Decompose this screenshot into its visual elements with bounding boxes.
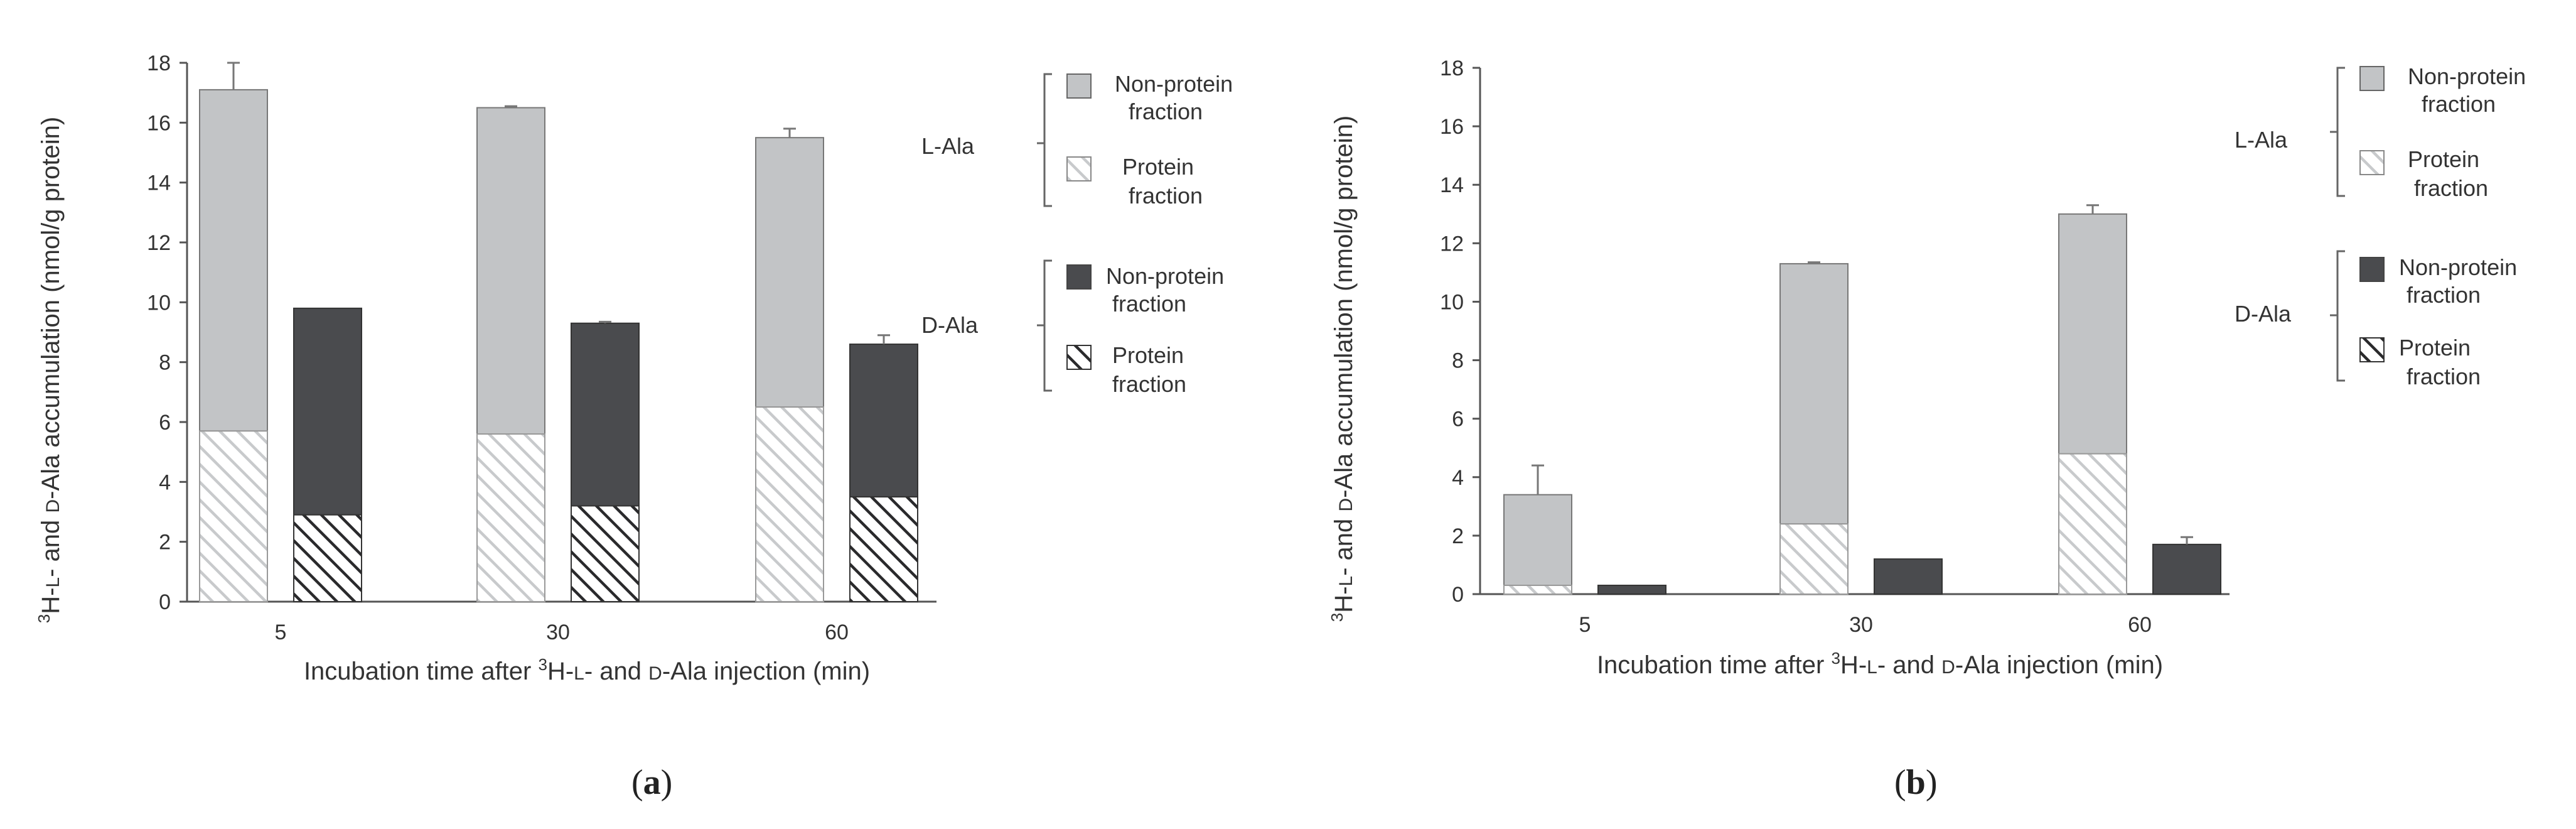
- bar-b-5-l-nonprotein: [1503, 494, 1572, 587]
- bar-b-60-l-protein: [2058, 453, 2127, 595]
- y-tick-label-b-4: 4: [1452, 466, 1464, 490]
- x-axis-title-a: Incubation time after 3H-L- and D-Ala in…: [304, 655, 870, 685]
- x-tick-label-b-60: 60: [2128, 613, 2152, 637]
- bar-b-60-d-nonprotein: [2152, 543, 2221, 595]
- y-tick-label-a-12: 12: [147, 231, 171, 255]
- bar-b-30-l-protein: [1779, 523, 1849, 595]
- x-tick-label-a-30: 30: [546, 620, 570, 644]
- legend-b-d-nonprotein-line2: fraction: [2407, 282, 2481, 308]
- x-tick-label-a-5: 5: [275, 620, 287, 644]
- y-tick-label-a-14: 14: [147, 171, 171, 195]
- bar-a-30-l-nonprotein: [476, 107, 545, 435]
- legend-a-swatch-d-protein: [1066, 345, 1092, 370]
- y-tick-label-b-10: 10: [1440, 290, 1464, 314]
- y-tick-label-a-0: 0: [159, 590, 171, 614]
- legend-a-swatch-l-nonprotein: [1066, 73, 1092, 99]
- y-tick-label-b-16: 16: [1440, 115, 1464, 139]
- y-tick-label-b-6: 6: [1452, 408, 1464, 431]
- legend-a-d-nonprotein-line2: fraction: [1112, 291, 1186, 317]
- legend-b-swatch-d-nonprotein: [2359, 257, 2385, 282]
- y-tick-label-b-0: 0: [1452, 583, 1464, 607]
- legend-a-swatch-l-protein: [1066, 156, 1092, 182]
- y-tick-label-a-4: 4: [159, 470, 171, 494]
- x-tick-label-b-30: 30: [1849, 613, 1873, 637]
- x-axis-title-b: Incubation time after 3H-L- and D-Ala in…: [1597, 649, 2163, 679]
- bar-a-5-l-protein: [199, 430, 268, 602]
- bar-b-5-d-nonprotein: [1597, 585, 1666, 595]
- legend-a-l-nonprotein-line2: fraction: [1129, 99, 1203, 124]
- bar-b-30-d-nonprotein: [1874, 558, 1943, 595]
- y-tick-label-b-8: 8: [1452, 349, 1464, 373]
- chart-panel-b: 0 2 4 6 8 10 12 14 16 18 5 30 60 Incubation time afte…: [1328, 57, 2230, 679]
- legend-a: L-Ala Non-protein fraction Protein fract…: [921, 71, 1233, 397]
- legend-a-bracket-l: [1037, 73, 1052, 207]
- legend-b-swatch-l-protein: [2359, 150, 2385, 175]
- legend-b-bracket-d: [2330, 250, 2345, 382]
- y-tick-label-a-8: 8: [159, 351, 171, 375]
- legend-b-group-l-ala: L-Ala: [2235, 127, 2288, 153]
- bar-a-30-d-nonprotein: [571, 322, 640, 507]
- legend-a-group-l-ala: L-Ala: [921, 133, 975, 159]
- legend-b-l-nonprotein-line2: fraction: [2422, 91, 2496, 117]
- legend-a-l-protein-line1: Protein: [1122, 154, 1194, 180]
- chart-panel-a: 0 2 4 6 8 10 12 14 16 18 5 30 60 Incubation time afte…: [35, 51, 936, 685]
- y-tick-label-a-16: 16: [147, 111, 171, 135]
- bar-a-60-d-protein: [849, 496, 918, 603]
- bar-a-30-d-protein: [571, 505, 640, 603]
- panel-label-b: (b): [1894, 763, 1937, 802]
- legend-b-l-nonprotein-line1: Non-protein: [2408, 63, 2526, 89]
- legend-b-l-protein-line1: Protein: [2408, 146, 2479, 172]
- bar-a-60-l-nonprotein: [755, 137, 824, 408]
- y-tick-label-a-2: 2: [159, 531, 171, 555]
- bar-a-5-d-nonprotein: [293, 307, 362, 516]
- bar-a-60-l-protein: [755, 406, 824, 603]
- legend-b-d-protein-line2: fraction: [2407, 364, 2481, 389]
- x-tick-label-a-60: 60: [825, 620, 849, 644]
- y-axis-title-b: 3H-L- and D-Ala accumulation (nmol/g pro…: [1328, 116, 1358, 622]
- y-tick-label-b-18: 18: [1440, 57, 1464, 80]
- legend-b-group-d-ala: D-Ala: [2235, 301, 2292, 327]
- bar-a-30-l-protein: [476, 433, 545, 602]
- legend-b-d-nonprotein-line1: Non-protein: [2399, 254, 2517, 280]
- legend-b-l-protein-line2: fraction: [2414, 175, 2488, 201]
- y-axis-title-a: 3H-L- and D-Ala accumulation (nmol/g pro…: [35, 117, 65, 624]
- y-tick-label-b-14: 14: [1440, 173, 1464, 197]
- y-tick-label-a-10: 10: [147, 291, 171, 315]
- legend-a-d-nonprotein-line1: Non-protein: [1106, 263, 1224, 289]
- legend-a-l-protein-line2: fraction: [1129, 183, 1203, 209]
- bar-a-5-l-nonprotein: [199, 89, 268, 432]
- y-tick-label-b-12: 12: [1440, 232, 1464, 256]
- legend-a-group-d-ala: D-Ala: [921, 312, 979, 338]
- legend-b-d-protein-line1: Protein: [2399, 335, 2471, 360]
- y-tick-label-b-2: 2: [1452, 524, 1464, 548]
- legend-b-swatch-d-protein: [2359, 337, 2385, 362]
- legend-b-swatch-l-nonprotein: [2359, 66, 2385, 91]
- bar-a-60-d-nonprotein: [849, 344, 918, 498]
- bar-a-5-d-protein: [293, 514, 362, 602]
- y-tick-label-a-18: 18: [147, 51, 171, 75]
- legend-b-bracket-l: [2330, 67, 2345, 197]
- legend-a-bracket-d: [1037, 259, 1052, 392]
- panel-label-a: (a): [631, 763, 672, 802]
- bar-b-30-l-nonprotein: [1779, 263, 1849, 525]
- x-tick-label-b-5: 5: [1579, 613, 1591, 637]
- legend-a-l-nonprotein-line1: Non-protein: [1115, 71, 1233, 97]
- legend-a-d-protein-line2: fraction: [1112, 371, 1186, 397]
- bar-b-60-l-nonprotein: [2058, 213, 2127, 455]
- bar-b-5-l-protein: [1503, 585, 1572, 595]
- y-tick-label-a-6: 6: [159, 411, 171, 435]
- legend-b: L-Ala Non-protein fraction Protein fract…: [2235, 63, 2526, 389]
- legend-a-d-protein-line1: Protein: [1112, 342, 1184, 368]
- legend-a-swatch-d-nonprotein: [1066, 264, 1092, 290]
